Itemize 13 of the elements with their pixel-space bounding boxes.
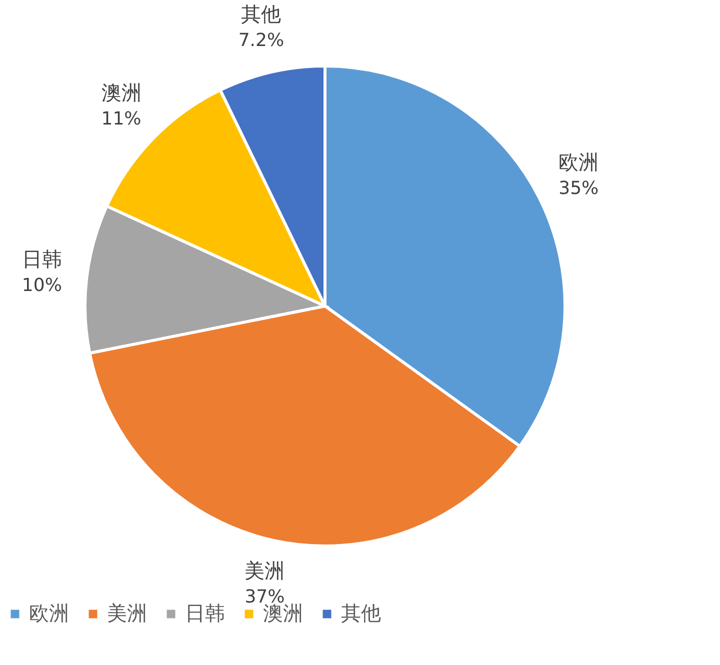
legend-label: 日韩 <box>185 601 225 625</box>
slice-label: 欧洲 <box>558 150 599 174</box>
slice-label: 其他 <box>241 2 282 26</box>
data-label: 10% <box>22 275 62 296</box>
data-label: 35% <box>558 178 599 200</box>
slice-label: 美洲 <box>244 558 285 583</box>
slice-label: 日韩 <box>22 247 62 272</box>
legend-label: 其他 <box>341 601 381 625</box>
data-label: 7.2% <box>238 30 284 52</box>
data-label: 11% <box>101 108 142 130</box>
legend-label: 美洲 <box>107 601 147 625</box>
legend-label: 欧洲 <box>29 601 69 625</box>
slice-label: 澳洲 <box>101 80 142 105</box>
